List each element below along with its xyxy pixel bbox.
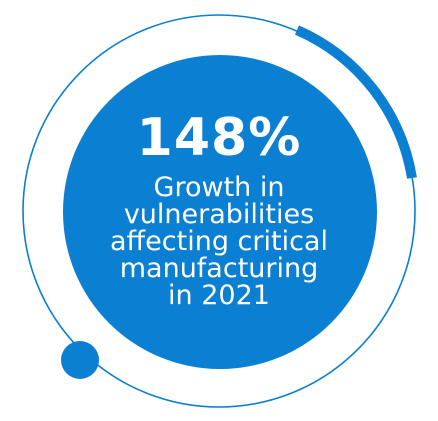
thick-arc	[294, 25, 417, 179]
stat-caption: Growth in vulnerabilities affecting crit…	[69, 174, 369, 309]
stat-text: 148% Growth in vulnerabilities affecting…	[69, 108, 369, 309]
stat-value: 148%	[136, 108, 302, 168]
thin-ring	[22, 14, 416, 408]
ring-marker-dot	[61, 341, 99, 379]
caption-line: Growth in	[153, 172, 285, 203]
caption-line: in 2021	[168, 280, 270, 311]
caption-line: vulnerabilities	[123, 199, 315, 230]
stat-disc	[63, 55, 377, 369]
caption-line: manufacturing	[119, 253, 319, 284]
caption-line: affecting critical	[110, 226, 328, 257]
